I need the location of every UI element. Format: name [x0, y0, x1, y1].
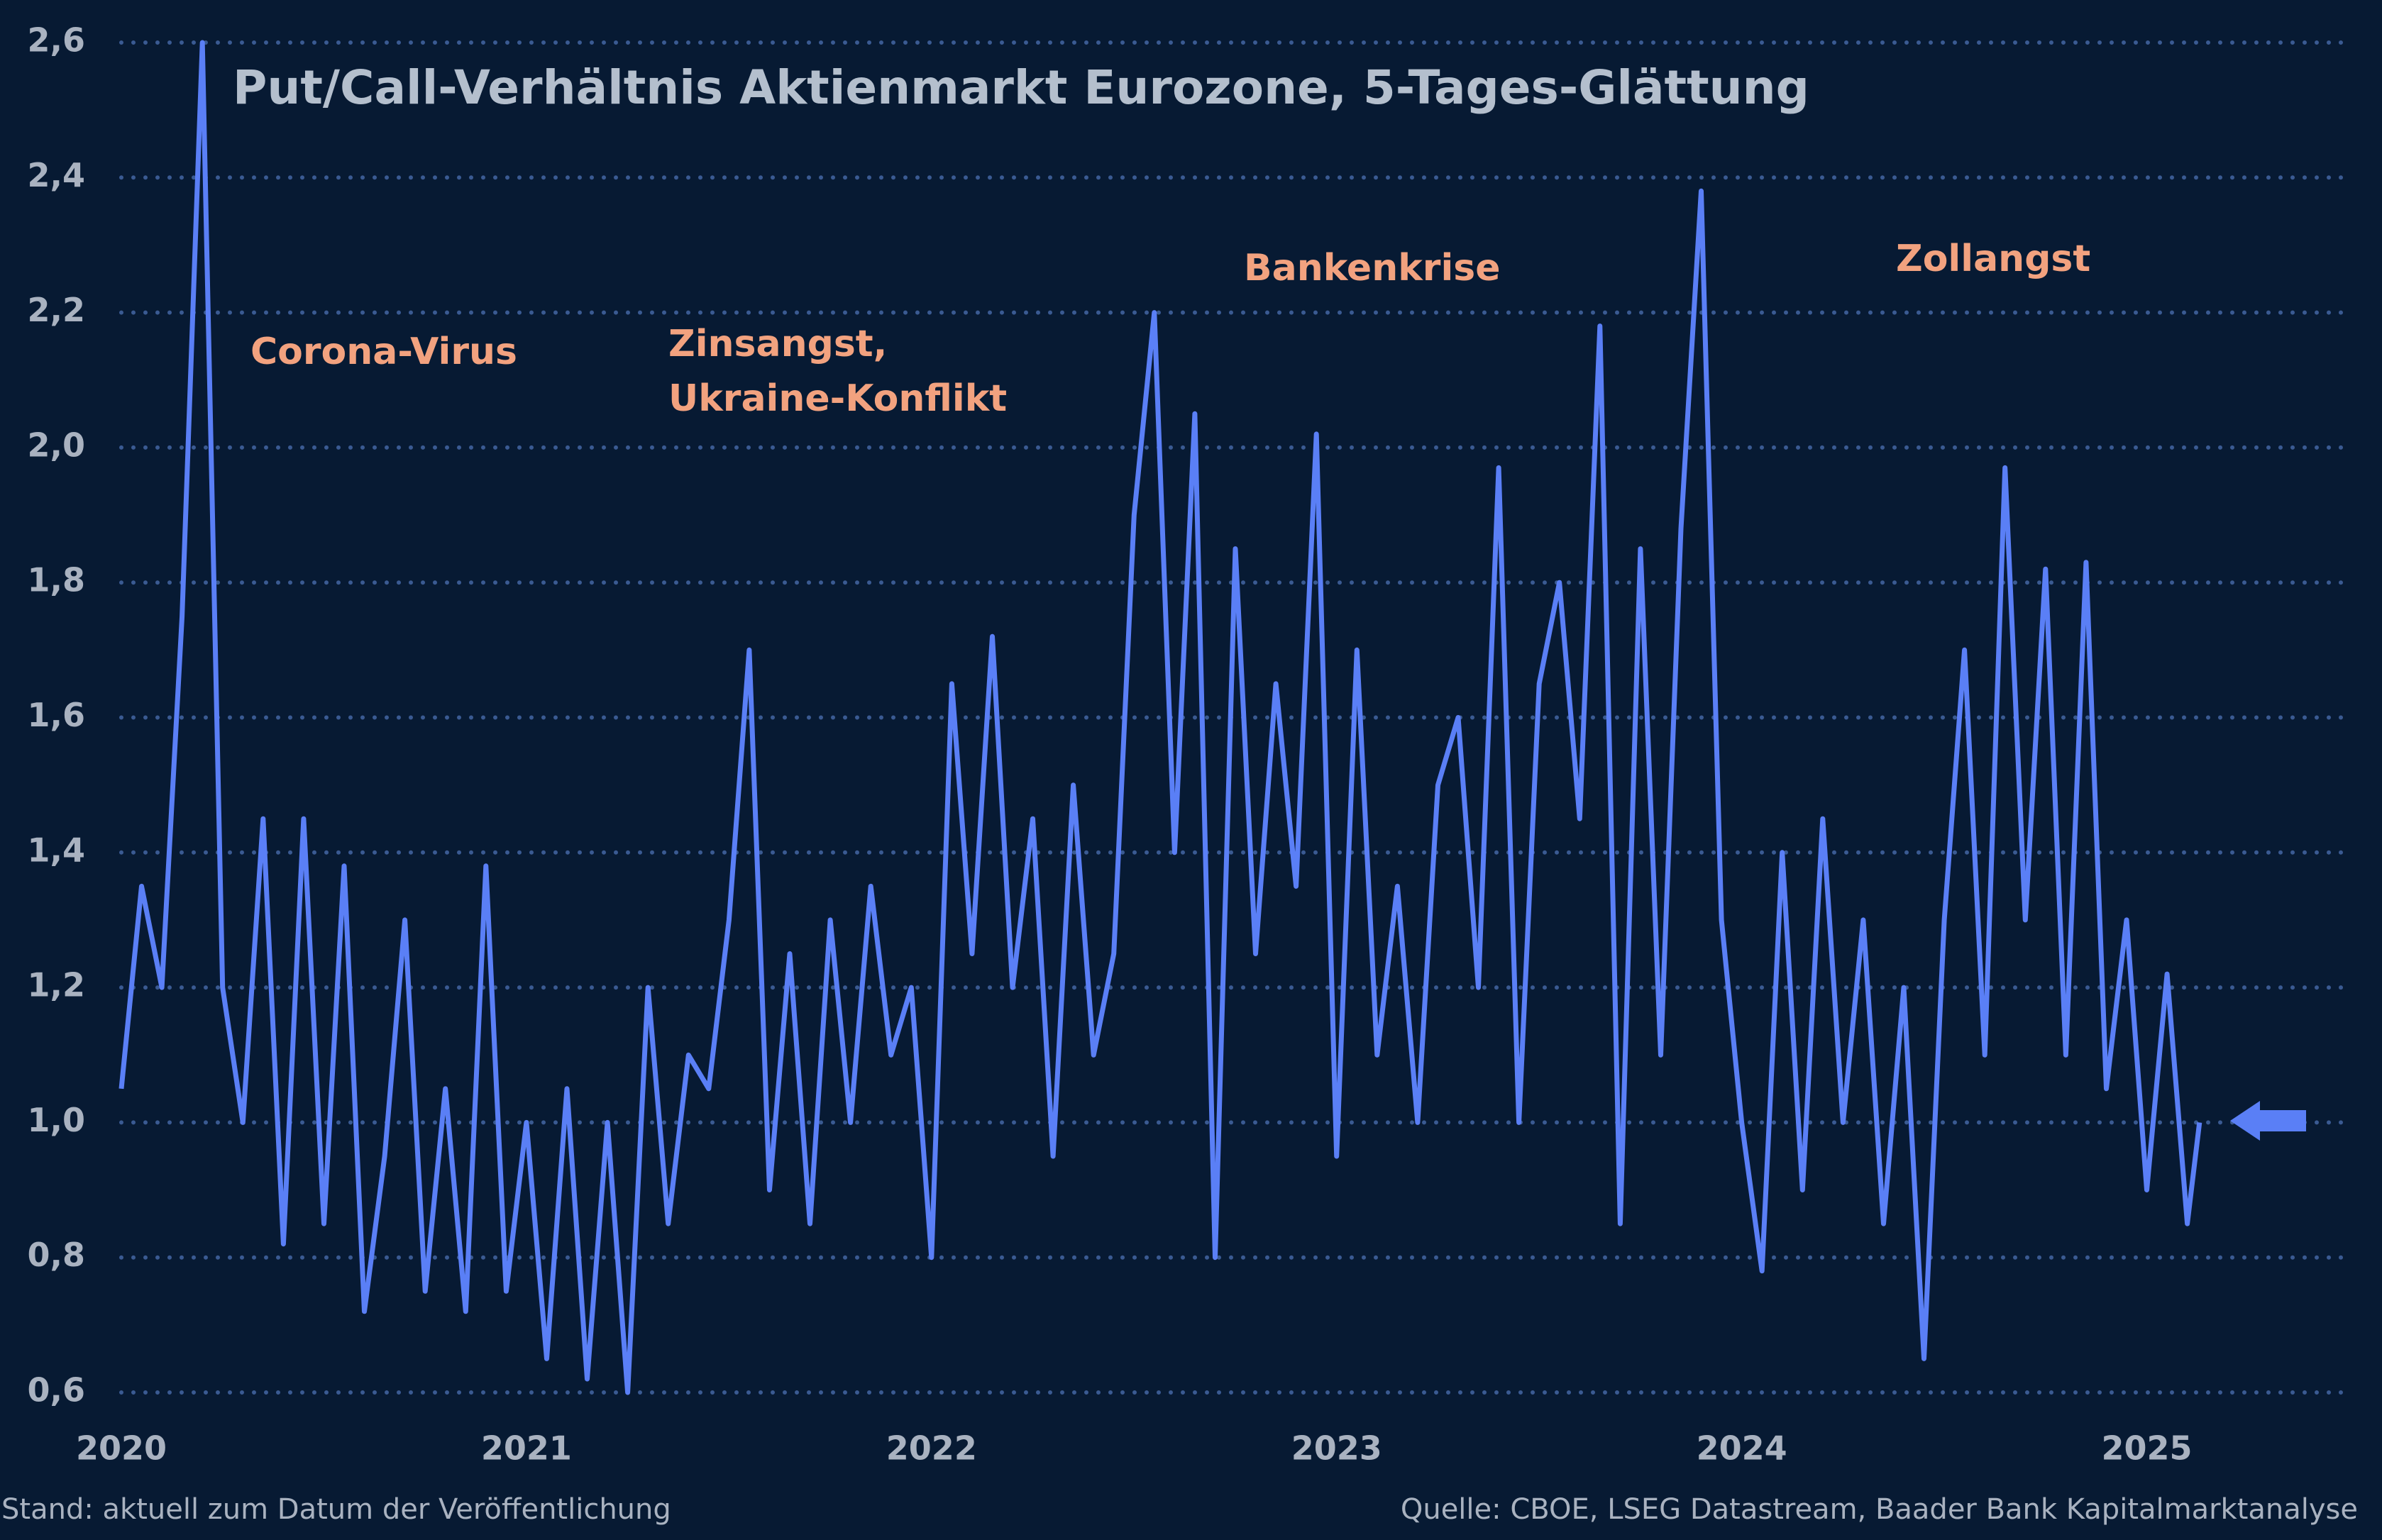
x-tick-label: 2025 — [2102, 1429, 2193, 1468]
x-tick-label: 2023 — [1291, 1429, 1382, 1468]
data-line — [118, 40, 2202, 1395]
x-tick-label: 2022 — [886, 1429, 977, 1468]
annotation: Zinsangst, — [668, 323, 887, 365]
y-tick-label: 1,6 — [28, 696, 86, 734]
y-tick-label: 2,2 — [28, 291, 86, 329]
y-tick-label: 1,8 — [28, 561, 86, 599]
chart-title: Put/Call-Verhältnis Aktienmarkt Eurozone… — [233, 60, 1809, 115]
annotation: Ukraine-Konflikt — [668, 377, 1007, 420]
y-tick-label: 2,4 — [28, 156, 86, 194]
x-tick-label: 2021 — [481, 1429, 572, 1468]
x-tick-label: 2020 — [76, 1429, 167, 1468]
y-tick-label: 0,6 — [28, 1371, 86, 1409]
annotation: Zollangst — [1896, 238, 2090, 280]
x-tick-label: 2024 — [1697, 1429, 1787, 1468]
y-tick-label: 2,0 — [28, 426, 86, 464]
annotation: Corona-Virus — [250, 331, 517, 373]
grid — [119, 40, 2351, 1395]
y-tick-label: 1,4 — [28, 831, 86, 869]
y-tick-label: 1,0 — [28, 1101, 86, 1139]
source: Quelle: CBOE, LSEG Datastream, Baader Ba… — [1401, 1493, 2358, 1526]
y-tick-label: 0,8 — [28, 1236, 86, 1274]
annotation: Bankenkrise — [1244, 247, 1501, 289]
y-tick-label: 2,6 — [28, 21, 86, 60]
note: Stand: aktuell zum Datum der Veröffentli… — [1, 1493, 671, 1526]
arrow — [2230, 1101, 2306, 1141]
y-tick-label: 1,2 — [28, 966, 86, 1004]
